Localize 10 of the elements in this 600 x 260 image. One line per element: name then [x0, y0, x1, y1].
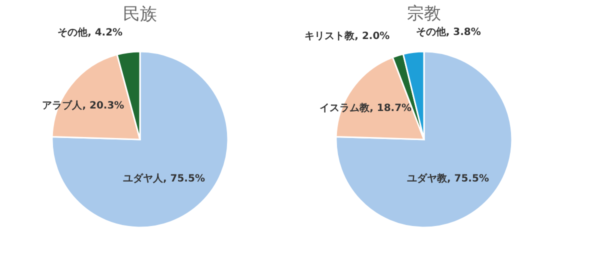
- pie-slice: [51, 50, 229, 228]
- chart-title: 民族: [123, 4, 157, 24]
- slice-label: ユダヤ人, 75.5%: [122, 172, 205, 185]
- slice-label: その他, 3.8%: [416, 26, 481, 38]
- slice-label: キリスト教, 2.0%: [304, 30, 390, 42]
- slice-label: アラブ人, 20.3%: [42, 100, 124, 112]
- slice-label: その他, 4.2%: [58, 26, 123, 38]
- slice-label: イスラム教, 18.7%: [320, 102, 412, 114]
- slice-label: ユダヤ教, 75.5%: [406, 172, 489, 185]
- chart-title: 宗教: [407, 4, 441, 24]
